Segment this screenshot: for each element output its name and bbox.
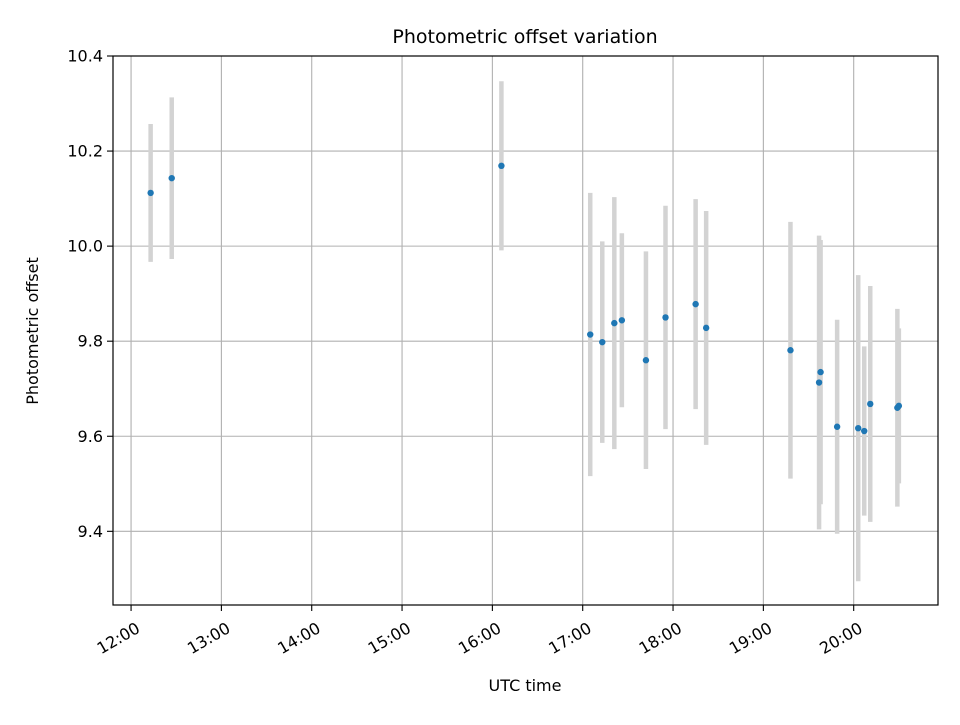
y-tick-label: 10.0 <box>67 237 103 256</box>
data-point <box>702 324 710 332</box>
plot-frame <box>112 55 939 606</box>
x-tick-label: 14:00 <box>274 618 323 658</box>
x-tick-label: 16:00 <box>455 618 504 658</box>
y-tick-label: 9.8 <box>78 332 103 351</box>
data-point <box>833 423 841 430</box>
data-point <box>587 331 594 338</box>
data-point <box>861 427 868 435</box>
data-point <box>147 189 154 197</box>
point-layer <box>147 162 903 435</box>
chart-title: Photometric offset variation <box>392 26 657 48</box>
y-axis: 9.4 9.6 9.8 10.0 10.2 10.4 <box>67 47 113 541</box>
y-tick-label: 10.2 <box>67 142 103 161</box>
x-tick-label: 12:00 <box>94 618 143 658</box>
data-point <box>498 162 505 169</box>
y-tick-label: 9.6 <box>78 427 103 446</box>
data-point <box>895 402 903 410</box>
errorbar-layer <box>148 81 902 582</box>
data-point <box>787 347 794 354</box>
y-tick-label: 9.4 <box>78 522 103 541</box>
data-point <box>642 357 650 364</box>
x-axis: 12:00 13:00 14:00 15:00 16:00 17:00 18:00 19:00… <box>94 605 866 658</box>
x-tick-label: 20:00 <box>816 618 865 658</box>
data-point <box>817 368 824 376</box>
x-tick-label: 15:00 <box>365 618 414 658</box>
y-axis-label: Photometric offset <box>23 257 42 405</box>
data-point <box>692 300 699 308</box>
x-tick-label: 18:00 <box>636 618 685 658</box>
x-tick-label: 13:00 <box>184 618 233 658</box>
x-axis-label: UTC time <box>489 676 562 695</box>
data-point <box>599 338 606 346</box>
data-point <box>855 424 862 432</box>
grid-layer <box>113 55 938 605</box>
data-point <box>815 379 823 386</box>
data-point <box>618 317 626 324</box>
data-point <box>611 319 618 327</box>
data-point <box>867 400 874 408</box>
data-point <box>662 314 669 321</box>
data-point <box>168 174 175 182</box>
x-tick-label: 17:00 <box>545 618 594 658</box>
y-tick-label: 10.4 <box>67 47 103 66</box>
x-tick-label: 19:00 <box>726 618 775 658</box>
